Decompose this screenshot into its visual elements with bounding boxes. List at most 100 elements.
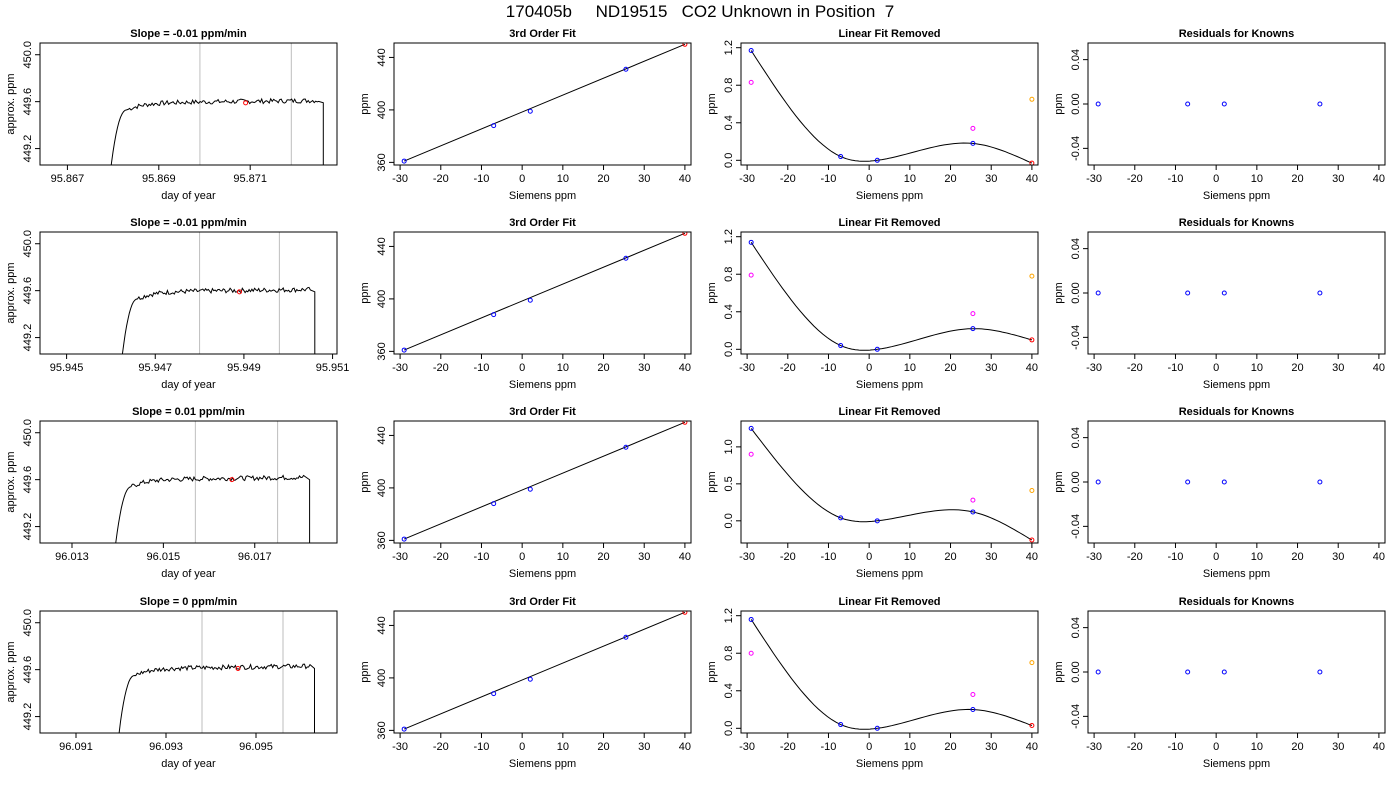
plot-area [118,611,315,733]
x-axis-label: Siemens ppm [509,568,576,580]
plot-frame [740,420,1039,544]
y-tick-label: 1.0 [723,439,735,454]
x-tick-label: 30 [985,741,997,753]
x-tick-label: 0 [866,362,872,374]
x-tick-label: 96.091 [59,741,93,753]
x-tick-label: 40 [1026,362,1038,374]
x-tick-label: 40 [1373,173,1385,185]
y-tick-label: 1.2 [723,608,735,623]
x-tick-label: 10 [1251,741,1263,753]
panel-title: Residuals for Knowns [1179,217,1295,229]
x-tick-label: 96.093 [149,741,183,753]
x-tick-label: 30 [985,362,997,374]
y-tick-label: -0.04 [1070,136,1082,161]
y-axis-label: ppm [1053,282,1065,303]
blue-data-point [1221,101,1227,107]
panel-title: 3rd Order Fit [509,217,576,229]
x-tick-label: 10 [557,362,569,374]
y-tick-label: 360 [376,153,388,171]
x-tick-label: -30 [739,362,755,374]
x-tick-label: 30 [638,173,650,185]
blue-data-point [874,157,880,163]
x-tick-label: -10 [474,551,490,563]
x-tick-label: 20 [944,362,956,374]
x-axis-label: day of year [161,379,216,391]
x-axis-label: Siemens ppm [509,758,576,770]
y-tick-label: 400 [376,101,388,119]
x-tick-label: 30 [985,551,997,563]
x-axis-label: Siemens ppm [1203,379,1270,391]
y-tick-label: 449.2 [22,324,34,352]
plot-frame [393,42,692,166]
blue-data-point [527,297,533,303]
x-tick-label: 0 [1213,741,1219,753]
x-tick-label: -10 [474,741,490,753]
x-tick-label: 10 [1251,173,1263,185]
y-tick-label: 0.4 [723,115,735,130]
y-tick-label: 440 [376,237,388,255]
y-tick-label: 0.8 [723,78,735,93]
y-tick-label: 360 [376,531,388,549]
y-tick-label: 450.0 [22,41,34,69]
y-axis-label: ppm [1053,471,1065,492]
y-axis-label: approx. ppm [5,262,17,323]
panel-title: 3rd Order Fit [509,406,576,418]
y-tick-label: -0.04 [1070,704,1082,729]
y-tick-label: 0.00 [1070,282,1082,303]
x-tick-label: -20 [1127,173,1143,185]
plot-frame [1087,42,1386,166]
x-tick-label: 0 [1213,362,1219,374]
plot-area [748,239,1035,352]
blue-data-point [623,634,629,640]
measurement-trace [121,286,316,354]
x-tick-label: 0 [1213,551,1219,563]
plot-area [1095,101,1323,107]
panel-title: Slope = -0.01 ppm/min [130,28,247,40]
x-tick-label: 40 [679,362,691,374]
x-axis-label: Siemens ppm [509,379,576,391]
plot-frame [393,231,692,355]
fit-curve [750,619,1033,730]
x-tick-label: -10 [1168,362,1184,374]
x-tick-label: -20 [1127,551,1143,563]
panel-title: Linear Fit Removed [838,596,940,608]
y-tick-label: 0.0 [723,513,735,528]
y-tick-label: 0.0 [723,721,735,736]
panel-title: Residuals for Knowns [1179,406,1295,418]
blue-data-point [1317,669,1323,675]
x-tick-label: 95.949 [227,362,261,374]
y-axis-label: ppm [359,471,371,492]
plot-area [401,232,688,353]
measurement-trace [110,97,324,165]
plot-area [121,232,316,354]
x-axis-label: Siemens ppm [856,568,923,580]
blue-data-point [491,123,497,129]
figure-title: 170405b ND19515 CO2 Unknown in Position … [505,2,895,21]
x-tick-label: 95.867 [51,173,85,185]
x-tick-label: 10 [557,173,569,185]
x-tick-label: 95.869 [142,173,176,185]
x-tick-label: -30 [392,551,408,563]
blue-data-point [401,726,407,732]
x-axis-label: Siemens ppm [1203,568,1270,580]
x-axis-label: Siemens ppm [856,758,923,770]
blue-data-point [491,501,497,507]
x-tick-label: -10 [1168,173,1184,185]
x-tick-label: 40 [1026,173,1038,185]
blue-data-point [527,676,533,682]
x-tick-label: -30 [739,173,755,185]
y-axis-label: ppm [359,93,371,114]
magenta-data-point [970,125,976,131]
plot-area [1095,479,1323,485]
x-tick-label: 40 [1373,741,1385,753]
x-tick-label: 20 [597,551,609,563]
measurement-trace [118,663,315,733]
y-tick-label: -0.04 [1070,514,1082,539]
x-tick-label: 10 [557,741,569,753]
x-tick-label: 30 [638,362,650,374]
x-tick-label: 20 [597,362,609,374]
orange-data-point [1029,660,1035,666]
x-tick-label: 40 [1373,362,1385,374]
x-tick-label: -20 [433,741,449,753]
